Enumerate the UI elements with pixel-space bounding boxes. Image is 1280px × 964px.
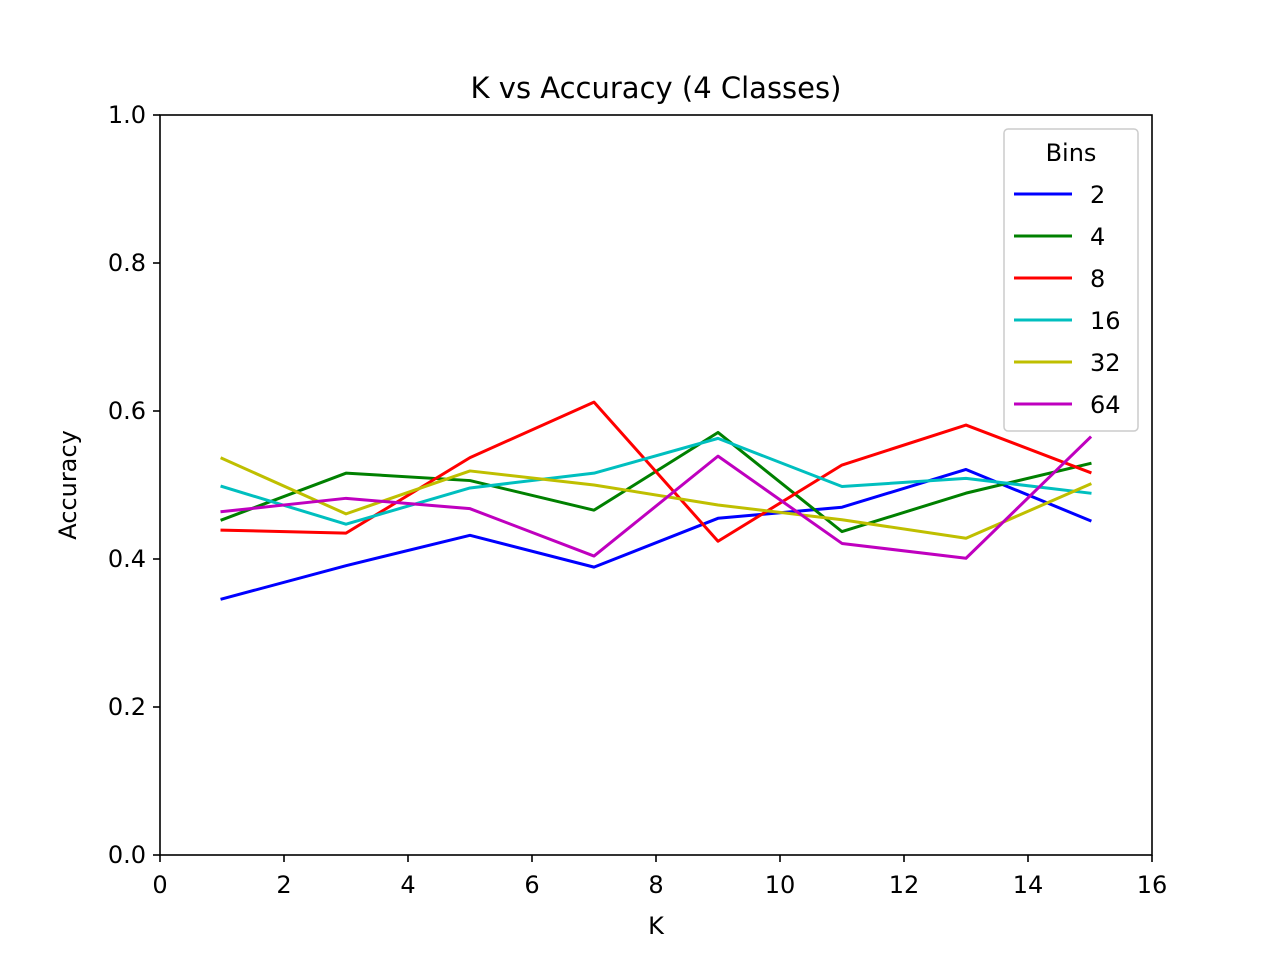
series-line-32 xyxy=(220,456,1092,540)
x-tick-label: 16 xyxy=(1137,871,1168,899)
series-line-4 xyxy=(220,430,1092,534)
legend-label-16: 16 xyxy=(1090,307,1121,335)
plot-area: 0 2 4 6 8 10 12 14 16 0.0 0.2 0.4 0.6 0.8 1.0 xyxy=(108,101,1167,899)
series-line-64 xyxy=(220,435,1093,560)
y-tick-label: 0.2 xyxy=(108,693,146,721)
y-tick-label: 0.6 xyxy=(108,397,146,425)
legend-label-2: 2 xyxy=(1090,181,1105,209)
legend-label-4: 4 xyxy=(1090,223,1105,251)
series-line-2 xyxy=(220,467,1092,601)
legend: Bins 2 4 8 16 32 64 xyxy=(1003,128,1139,432)
legend-label-8: 8 xyxy=(1090,265,1105,293)
y-tick-label: 0.4 xyxy=(108,545,146,573)
legend-label-64: 64 xyxy=(1090,391,1121,419)
series-line-8 xyxy=(220,400,1092,543)
x-tick-label: 10 xyxy=(765,871,796,899)
legend-frame xyxy=(1003,128,1139,432)
y-tick-label: 0.8 xyxy=(108,249,146,277)
x-tick-label: 14 xyxy=(1013,871,1044,899)
x-tick-label: 4 xyxy=(400,871,415,899)
x-axis-label: K xyxy=(648,912,665,940)
legend-title: Bins xyxy=(1046,139,1097,167)
legend-label-32: 32 xyxy=(1090,349,1121,377)
x-tick-label: 8 xyxy=(648,871,663,899)
series-line-16 xyxy=(220,436,1092,526)
chart-title: K vs Accuracy (4 Classes) xyxy=(471,71,842,105)
x-tick-label: 2 xyxy=(276,871,291,899)
y-tick-label: 1.0 xyxy=(108,101,146,129)
x-tick-label: 6 xyxy=(524,871,539,899)
y-tick-label: 0.0 xyxy=(108,841,146,869)
x-tick-label: 12 xyxy=(889,871,920,899)
x-tick-label: 0 xyxy=(152,871,167,899)
y-axis-label: Accuracy xyxy=(54,430,82,540)
